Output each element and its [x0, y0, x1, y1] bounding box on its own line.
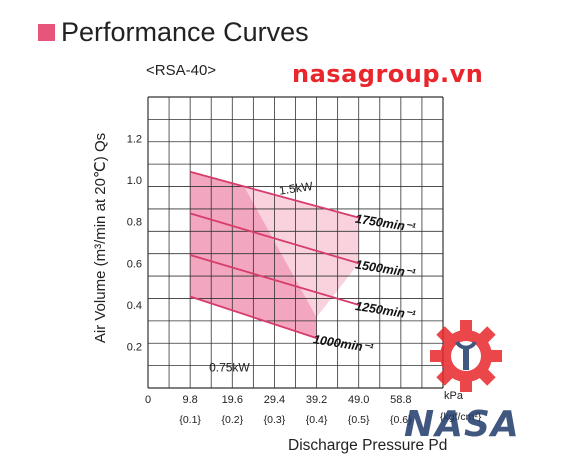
watermark-text: nasagroup.vn — [292, 60, 484, 88]
series-label: 1000min⁻¹ — [312, 332, 375, 355]
series-layer — [189, 170, 359, 339]
region-annotation: 0.75kW — [209, 360, 250, 374]
nasa-logo: NASA — [398, 318, 548, 445]
x-tick-label: 39.2 — [306, 394, 327, 406]
series-line — [189, 295, 317, 339]
x-sub-tick-label: {0.6} — [390, 414, 412, 426]
x-unit-label: kPa — [444, 390, 463, 402]
x-sub-tick-label: {0.2} — [221, 414, 243, 426]
x-axis-label: Discharge Pressure Pd — [288, 437, 448, 454]
y-axis-label: Air Volume (m³/min at 20℃) Qs — [92, 132, 109, 344]
x-tick-label: 19.6 — [222, 394, 243, 406]
x-sub-tick-label: {0.4} — [306, 414, 328, 426]
model-label: <RSA-40> — [146, 62, 217, 79]
ticks-layer: 0.2 0.4 0.6 0.8 1.0 1.2 0 9.8 19.6 29.4 39.2 49.0 58… — [127, 134, 412, 426]
series-line — [189, 254, 359, 306]
logo-text: NASA — [404, 404, 520, 445]
x-tick-label: 58.8 — [390, 394, 411, 406]
chart-header: Performance Curves — [38, 14, 309, 50]
x-sub-tick-label: {0.1} — [179, 414, 201, 426]
series-label: 1500min⁻¹ — [354, 257, 417, 280]
y-tick-label: 0.4 — [127, 300, 142, 312]
x-sub-unit-label: {kgf/cm²} — [440, 411, 482, 423]
y-tick-label: 0.8 — [127, 217, 142, 229]
x-tick-label: 0 — [145, 394, 151, 406]
y-tick-label: 1.0 — [127, 175, 142, 187]
power-region — [244, 187, 359, 318]
region-annotation: 1.5kW — [278, 179, 314, 198]
y-tick-label: 0.6 — [127, 258, 142, 270]
y-tick-label: 0.2 — [127, 341, 142, 353]
series-line — [189, 170, 359, 219]
x-tick-label: 9.8 — [182, 394, 197, 406]
x-sub-tick-label: {0.3} — [264, 414, 286, 426]
x-tick-label: 49.0 — [348, 394, 369, 406]
x-sub-tick-label: {0.5} — [348, 414, 370, 426]
grid-layer — [147, 96, 444, 389]
header-bullet — [38, 23, 55, 41]
x-tick-label: 29.4 — [264, 394, 285, 406]
y-tick-label: 1.2 — [127, 134, 142, 146]
page-title: Performance Curves — [61, 16, 309, 47]
gear-icon — [430, 320, 502, 392]
series-line — [189, 212, 359, 265]
